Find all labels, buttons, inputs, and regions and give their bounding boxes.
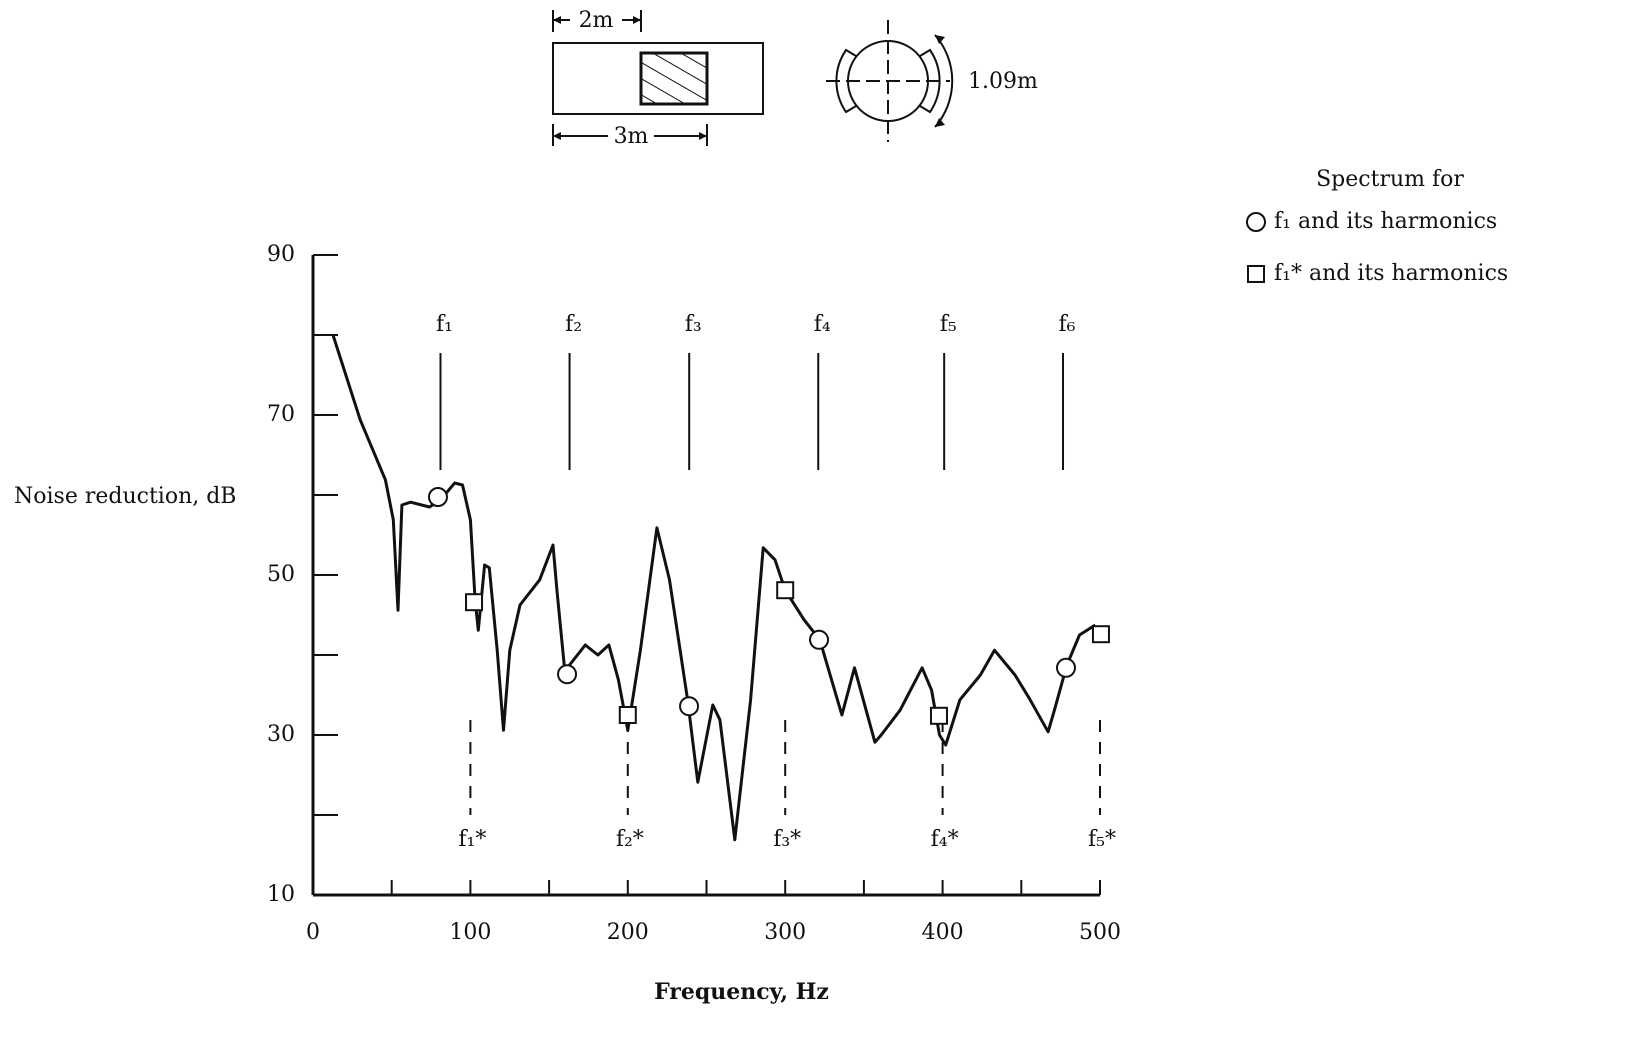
circle-marker: [679, 696, 700, 717]
panel-section: [835, 48, 857, 114]
legend-title: Spectrum for: [1316, 167, 1464, 192]
x-tick-label: 100: [449, 920, 491, 945]
y-tick-label: 30: [267, 722, 295, 747]
harmonic-label: f₃*: [773, 827, 801, 852]
frequency-label: f₂: [565, 312, 582, 337]
legend-label: f₁ and its harmonics: [1274, 209, 1497, 234]
y-tick-label: 90: [267, 242, 295, 267]
x-tick-label: 500: [1079, 920, 1121, 945]
harmonic-label: f₄*: [931, 827, 959, 852]
frequency-label: f₄: [814, 312, 831, 337]
circle-marker: [1056, 657, 1077, 678]
legend-marker: [1246, 212, 1266, 232]
dim-label: 3m: [614, 124, 649, 149]
harmonic-label: f₂*: [616, 827, 644, 852]
x-tick-label: 0: [306, 920, 320, 945]
circle-marker: [557, 664, 578, 685]
circle-marker: [809, 629, 830, 650]
circle-marker: [427, 487, 448, 507]
square-marker: [776, 581, 795, 600]
frequency-label: f₁: [436, 312, 453, 337]
response-curve: [331, 334, 1097, 842]
y-tick-label: 50: [267, 562, 295, 587]
panel-section: [919, 48, 941, 114]
x-tick-label: 400: [922, 920, 964, 945]
dim-label: 2m: [579, 8, 614, 33]
x-axis-label: Frequency, Hz: [654, 979, 829, 1005]
frequency-label: f₆: [1059, 312, 1076, 337]
square-marker: [929, 706, 948, 725]
frequency-label: f₅: [940, 312, 957, 337]
dim-label: 1.09m: [968, 69, 1038, 94]
x-tick-label: 200: [607, 920, 649, 945]
harmonic-label: f₅*: [1088, 827, 1116, 852]
harmonic-label: f₁*: [458, 827, 486, 852]
square-marker: [1091, 625, 1110, 644]
arc-dimension: [934, 34, 954, 128]
panel-outline: [552, 42, 764, 115]
y-axis-label: Noise reduction, dB: [14, 484, 236, 509]
square-marker: [465, 593, 484, 612]
legend-marker: [1247, 265, 1265, 283]
x-tick-label: 300: [764, 920, 806, 945]
schematic: 2m 3m 1.09m: [552, 8, 1038, 149]
y-tick-label: 70: [267, 402, 295, 427]
legend-label: f₁* and its harmonics: [1274, 261, 1508, 286]
hatched-area: [639, 51, 709, 106]
frequency-label: f₃: [685, 312, 702, 337]
y-tick-label: 10: [267, 882, 295, 907]
square-marker: [618, 706, 637, 724]
